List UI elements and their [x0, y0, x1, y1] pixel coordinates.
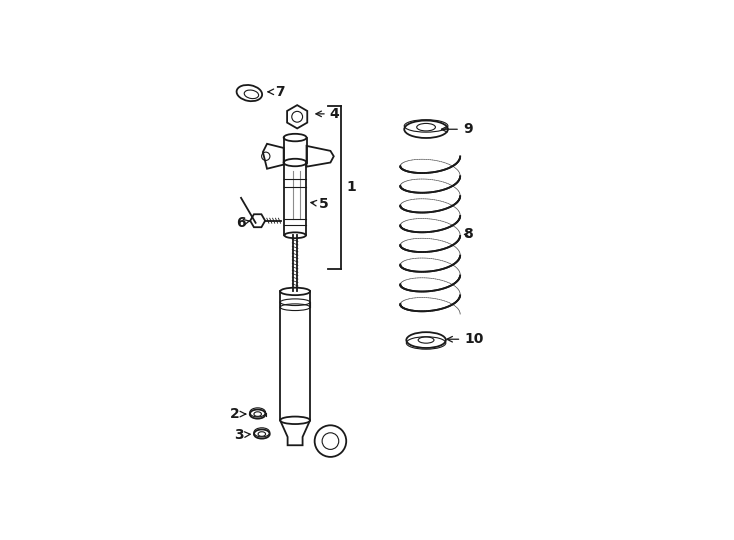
Text: 7: 7	[268, 85, 285, 99]
Text: 9: 9	[441, 122, 473, 136]
Text: 1: 1	[346, 180, 356, 194]
Text: 3: 3	[234, 428, 250, 442]
Text: 5: 5	[311, 197, 329, 211]
Text: 8: 8	[462, 227, 473, 241]
Text: 6: 6	[236, 216, 250, 230]
Text: 10: 10	[447, 332, 484, 346]
Text: 4: 4	[316, 107, 339, 121]
Text: 2: 2	[230, 407, 246, 421]
